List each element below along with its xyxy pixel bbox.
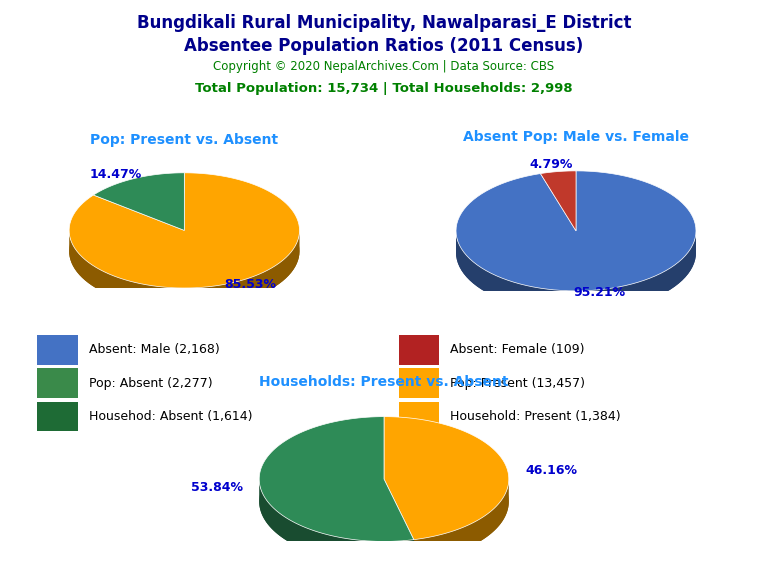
Text: Household: Present (1,384): Household: Present (1,384) [450,410,621,423]
Polygon shape [414,480,508,562]
Text: Pop: Absent (2,277): Pop: Absent (2,277) [89,377,213,389]
Text: Copyright © 2020 NepalArchives.Com | Data Source: CBS: Copyright © 2020 NepalArchives.Com | Dat… [214,60,554,74]
Text: 46.16%: 46.16% [525,464,578,478]
Polygon shape [94,194,184,251]
Bar [399,335,439,365]
Text: Househod: Absent (1,614): Househod: Absent (1,614) [89,410,253,423]
Title: Households: Present vs. Absent: Households: Present vs. Absent [260,375,508,389]
Polygon shape [384,416,508,540]
Bar [38,335,78,365]
Polygon shape [541,171,576,231]
Polygon shape [94,173,184,230]
Title: Absent Pop: Male vs. Female: Absent Pop: Male vs. Female [463,130,689,145]
Text: 85.53%: 85.53% [224,278,276,291]
Text: Absent: Female (109): Absent: Female (109) [450,343,585,357]
Bar [399,402,439,431]
Text: Absentee Population Ratios (2011 Census): Absentee Population Ratios (2011 Census) [184,37,584,55]
Text: 53.84%: 53.84% [190,480,243,494]
Polygon shape [384,439,508,562]
Text: 14.47%: 14.47% [90,168,142,181]
Title: Pop: Present vs. Absent: Pop: Present vs. Absent [91,133,278,147]
Polygon shape [69,230,300,309]
Text: Total Population: 15,734 | Total Households: 2,998: Total Population: 15,734 | Total Househo… [195,82,573,95]
Bar [38,369,78,398]
Polygon shape [456,192,696,312]
Polygon shape [260,479,414,564]
Text: Pop: Present (13,457): Pop: Present (13,457) [450,377,585,389]
Polygon shape [260,416,414,541]
Polygon shape [456,171,696,291]
Bar [399,369,439,398]
Polygon shape [260,439,414,564]
Text: 4.79%: 4.79% [529,158,572,171]
Polygon shape [69,194,300,309]
Text: 95.21%: 95.21% [573,286,625,299]
Polygon shape [69,173,300,288]
Text: Absent: Male (2,168): Absent: Male (2,168) [89,343,220,357]
Polygon shape [541,192,576,252]
Polygon shape [456,231,696,312]
Text: Bungdikali Rural Municipality, Nawalparasi_E District: Bungdikali Rural Municipality, Nawalpara… [137,14,631,32]
Bar [38,402,78,431]
